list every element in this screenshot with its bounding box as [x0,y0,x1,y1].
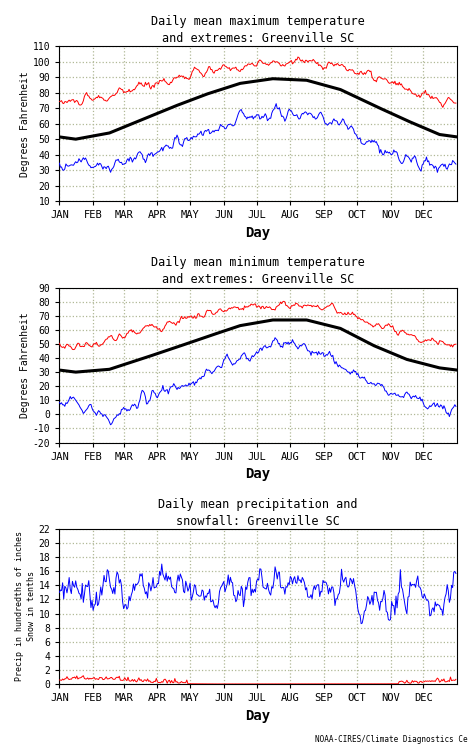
X-axis label: Day: Day [245,708,271,723]
Y-axis label: Degrees Fahrenheit: Degrees Fahrenheit [20,312,30,418]
Text: NOAA-CIRES/Climate Diagnostics Ce: NOAA-CIRES/Climate Diagnostics Ce [315,735,467,744]
Y-axis label: Precip in hundredths of inches
Snow in tenths: Precip in hundredths of inches Snow in t… [15,531,36,682]
Y-axis label: Degrees Fahrenheit: Degrees Fahrenheit [20,71,30,177]
Title: Daily mean precipitation and
snowfall: Greenville SC: Daily mean precipitation and snowfall: G… [159,498,358,527]
Title: Daily mean maximum temperature
and extremes: Greenville SC: Daily mean maximum temperature and extre… [152,15,365,45]
Title: Daily mean minimum temperature
and extremes: Greenville SC: Daily mean minimum temperature and extre… [152,256,365,286]
X-axis label: Day: Day [245,226,271,240]
X-axis label: Day: Day [245,467,271,481]
